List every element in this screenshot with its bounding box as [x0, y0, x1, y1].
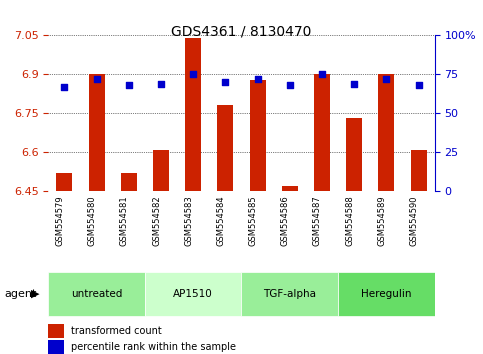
Bar: [88, 74, 105, 191]
Text: GSM554580: GSM554580: [87, 195, 97, 246]
Bar: [217, 105, 233, 191]
Text: GSM554579: GSM554579: [56, 195, 64, 246]
Text: GSM554587: GSM554587: [313, 195, 322, 246]
Text: GDS4361 / 8130470: GDS4361 / 8130470: [171, 25, 312, 39]
Bar: [250, 80, 266, 191]
Point: [157, 81, 165, 86]
FancyBboxPatch shape: [338, 272, 435, 316]
Text: percentile rank within the sample: percentile rank within the sample: [71, 342, 237, 352]
Bar: [121, 173, 137, 191]
Bar: [282, 186, 298, 191]
Point: [286, 82, 294, 88]
Bar: [411, 150, 426, 191]
Text: GSM554582: GSM554582: [152, 195, 161, 246]
Point: [222, 79, 229, 85]
Point: [415, 82, 423, 88]
Text: GSM554584: GSM554584: [216, 195, 226, 246]
Point: [93, 76, 100, 82]
Text: transformed count: transformed count: [71, 326, 162, 336]
Point: [254, 76, 261, 82]
Bar: [48, 340, 64, 354]
Point: [383, 76, 390, 82]
Bar: [48, 324, 64, 338]
Point: [60, 84, 68, 90]
FancyBboxPatch shape: [145, 272, 242, 316]
Text: GSM554590: GSM554590: [410, 195, 419, 246]
Text: GSM554585: GSM554585: [249, 195, 257, 246]
Text: Heregulin: Heregulin: [361, 289, 412, 299]
FancyBboxPatch shape: [242, 272, 338, 316]
Text: agent: agent: [5, 289, 37, 299]
Bar: [346, 119, 362, 191]
Bar: [57, 173, 72, 191]
Text: untreated: untreated: [71, 289, 122, 299]
Text: GSM554589: GSM554589: [377, 195, 386, 246]
Point: [350, 81, 358, 86]
Point: [318, 72, 326, 77]
Bar: [378, 74, 395, 191]
Bar: [185, 38, 201, 191]
Point: [189, 72, 197, 77]
FancyBboxPatch shape: [48, 272, 145, 316]
Bar: [153, 150, 169, 191]
Text: ▶: ▶: [31, 289, 40, 299]
Text: GSM554588: GSM554588: [345, 195, 354, 246]
Text: GSM554583: GSM554583: [184, 195, 193, 246]
Text: GSM554586: GSM554586: [281, 195, 290, 246]
Text: GSM554581: GSM554581: [120, 195, 129, 246]
Text: TGF-alpha: TGF-alpha: [263, 289, 316, 299]
Bar: [314, 74, 330, 191]
Text: AP1510: AP1510: [173, 289, 213, 299]
Point: [125, 82, 133, 88]
